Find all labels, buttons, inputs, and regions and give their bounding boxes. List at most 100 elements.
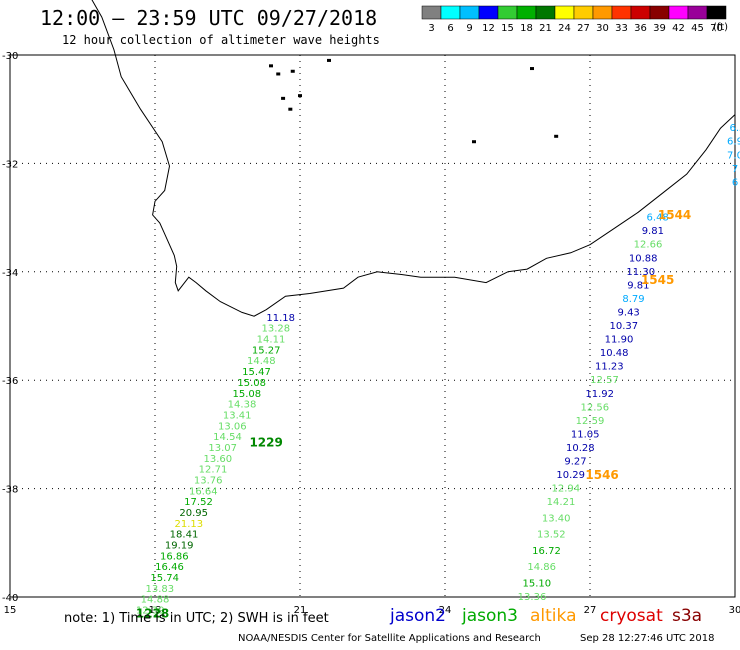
color-scale-tick-label: 36 <box>634 23 647 34</box>
wave-height-label: 12.57 <box>590 375 619 386</box>
color-scale-tick-label: 15 <box>501 23 514 34</box>
color-scale-tick-label: 18 <box>520 23 533 34</box>
color-scale-tick-label: 6 <box>447 23 453 34</box>
color-scale-tick-label: 30 <box>596 23 609 34</box>
wave-height-label: 11.05 <box>571 429 600 440</box>
satellite-legend-item: cryosat <box>600 606 663 626</box>
color-scale-tick-label: 3 <box>428 23 434 34</box>
color-scale-tick-label: 24 <box>558 23 571 34</box>
satellite-legend-item: jason2 <box>390 606 446 626</box>
wave-height-label: 13.60 <box>204 454 233 465</box>
wave-height-label: 12.71 <box>199 465 228 476</box>
wave-height-label: 12.59 <box>576 416 605 427</box>
satellite-legend-item: s3a <box>672 606 703 626</box>
wave-height-label: 21.13 <box>175 519 204 530</box>
lake-marker <box>530 67 534 71</box>
wave-height-label: 13.06 <box>218 421 247 432</box>
satellite-legend-item: jason3 <box>462 606 518 626</box>
pass-time-label: 1545 <box>641 273 674 287</box>
wave-height-label: 6 <box>732 177 738 188</box>
lake-marker <box>288 107 293 111</box>
wave-height-label: 13.40 <box>542 513 571 524</box>
color-scale-tick-label: 12 <box>482 23 495 34</box>
lake-marker <box>290 69 295 73</box>
x-tick-label: 24 <box>439 605 452 616</box>
wave-height-label: 17.52 <box>184 497 213 508</box>
wave-height-label: 6.5 <box>729 123 740 134</box>
color-scale-legend: 3 6 9 12 15 18 21 24 27 30 33 36 39 42 45 70 <box>421 5 727 34</box>
wave-height-label: 15.47 <box>242 367 271 378</box>
wave-height-label: 12.94 <box>552 484 581 495</box>
wave-height-label: 14.86 <box>527 562 556 573</box>
wave-height-label: 13.28 <box>262 324 291 335</box>
x-tick-label: 18 <box>149 605 162 616</box>
wave-height-label: 9.43 <box>618 307 640 318</box>
pass-time-label: 1229 <box>249 436 282 450</box>
wave-height-label: 8.79 <box>622 294 644 305</box>
wave-height-label: 14.88 <box>141 595 170 606</box>
wave-height-label: 12.39 <box>136 606 165 617</box>
y-tick-label: -30 <box>2 51 18 62</box>
footer-timestamp: Sep 28 12:27:46 UTC 2018 <box>580 633 715 644</box>
wave-height-label: 18.41 <box>170 530 199 541</box>
wave-height-label: 14.38 <box>228 400 257 411</box>
lake-marker <box>327 58 331 62</box>
y-tick-label: -32 <box>2 159 18 170</box>
wave-height-label: 20.95 <box>179 508 208 519</box>
wave-height-label: 16.64 <box>189 486 218 497</box>
wave-height-label: 15.27 <box>252 345 281 356</box>
page-subtitle: 12 hour collection of altimeter wave hei… <box>62 33 380 47</box>
pass-time-label: 1228 <box>136 606 169 620</box>
lake-marker <box>276 72 281 76</box>
color-scale-unit: (ft) <box>713 22 729 33</box>
color-scale-tick-label: 27 <box>577 23 590 34</box>
wave-height-label: 12.66 <box>634 240 663 251</box>
wave-height-label: 14.54 <box>213 432 242 443</box>
x-tick-label: 30 <box>729 605 740 616</box>
wave-height-label: 9.81 <box>642 226 664 237</box>
y-tick-label: -38 <box>2 485 18 496</box>
y-tick-label: -36 <box>2 376 18 387</box>
wave-height-label: 19.19 <box>165 541 194 552</box>
color-scale-tick-label: 39 <box>653 23 666 34</box>
x-tick-label: 21 <box>294 605 307 616</box>
wave-height-label: 16.46 <box>155 562 184 573</box>
footer-credit: NOAA/NESDIS Center for Satellite Applica… <box>238 633 541 644</box>
wave-height-label: 10.48 <box>600 348 629 359</box>
color-scale-tick-label: 33 <box>615 23 628 34</box>
plot-frame <box>9 54 736 598</box>
y-tick-label: -40 <box>2 593 18 604</box>
wave-height-label: 15.08 <box>237 378 266 389</box>
wave-height-label: 11.23 <box>595 362 624 373</box>
wave-height-label: 11.30 <box>626 267 655 278</box>
wave-height-label: 11.92 <box>585 389 614 400</box>
wave-height-label: 11.90 <box>605 335 634 346</box>
pass-time-label: 1544 <box>658 208 691 222</box>
wave-height-label: 12.56 <box>581 402 610 413</box>
wave-height-label: 13.52 <box>537 530 566 541</box>
wave-height-label: 14.11 <box>257 335 286 346</box>
lake-marker <box>298 94 302 98</box>
wave-height-label: 13.36 <box>518 592 547 603</box>
wave-height-label: 13.76 <box>194 475 223 486</box>
wave-height-label: 11.18 <box>266 313 295 324</box>
wave-height-label: 13.83 <box>146 584 175 595</box>
coastline <box>91 0 736 317</box>
wave-height-label: 14.48 <box>247 356 276 367</box>
wave-height-label: 14.21 <box>547 497 576 508</box>
color-scale-tick-label: 9 <box>466 23 472 34</box>
x-tick-label: 15 <box>4 605 17 616</box>
wave-height-label: 10.29 <box>556 470 585 481</box>
wave-height-label: 15.08 <box>233 389 262 400</box>
wave-height-label: 7 <box>732 164 738 175</box>
wave-height-label: 6.48 <box>647 213 669 224</box>
wave-height-label: 7.0 <box>727 150 740 161</box>
color-scale-tick-label: 21 <box>539 23 552 34</box>
color-scale-swatch <box>706 5 727 20</box>
color-scale-tick-label: 70 <box>710 23 723 34</box>
wave-height-label: 10.37 <box>610 321 639 332</box>
color-scale-tick-label: 42 <box>672 23 685 34</box>
satellite-legend-item: altika <box>530 606 577 626</box>
lake-marker <box>281 96 286 100</box>
